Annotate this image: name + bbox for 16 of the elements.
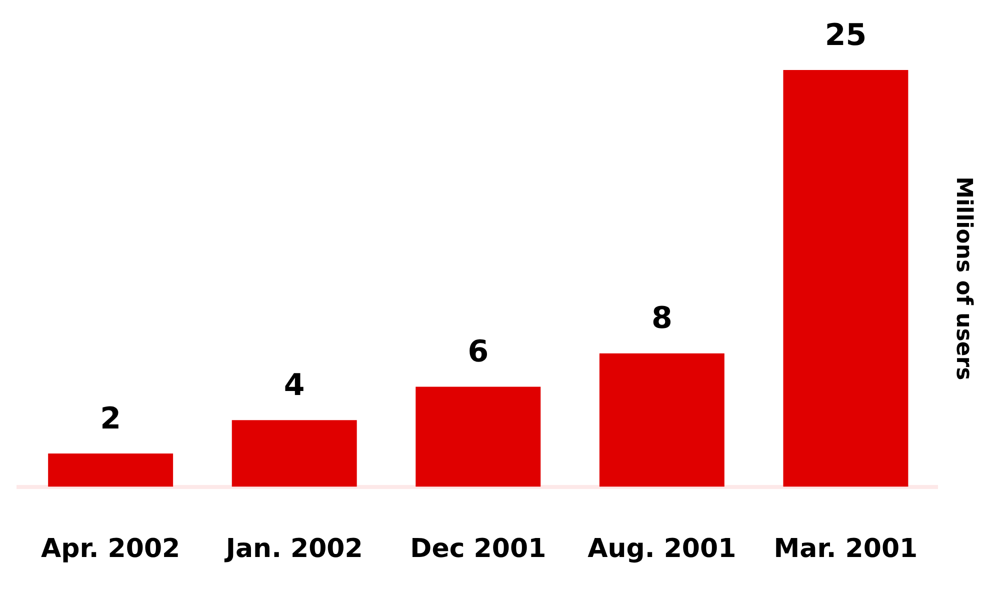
data-label: 8: [651, 301, 672, 336]
bar: [599, 353, 724, 487]
bar: [232, 420, 357, 487]
y-axis-title: Millions of users: [951, 176, 976, 380]
x-tick-label: Jan. 2002: [224, 534, 363, 564]
data-label: 6: [468, 334, 489, 370]
data-label: 25: [824, 18, 867, 53]
bar: [48, 453, 174, 487]
data-label: 2: [100, 401, 122, 436]
x-tick-label: Apr. 2002: [41, 534, 180, 564]
x-tick-label: Aug. 2001: [588, 534, 736, 564]
bar: [783, 70, 908, 487]
x-tick-label: Dec 2001: [410, 534, 546, 564]
data-label: 4: [284, 368, 305, 403]
bar: [416, 386, 541, 487]
x-tick-label: Mar. 2001: [774, 534, 918, 564]
